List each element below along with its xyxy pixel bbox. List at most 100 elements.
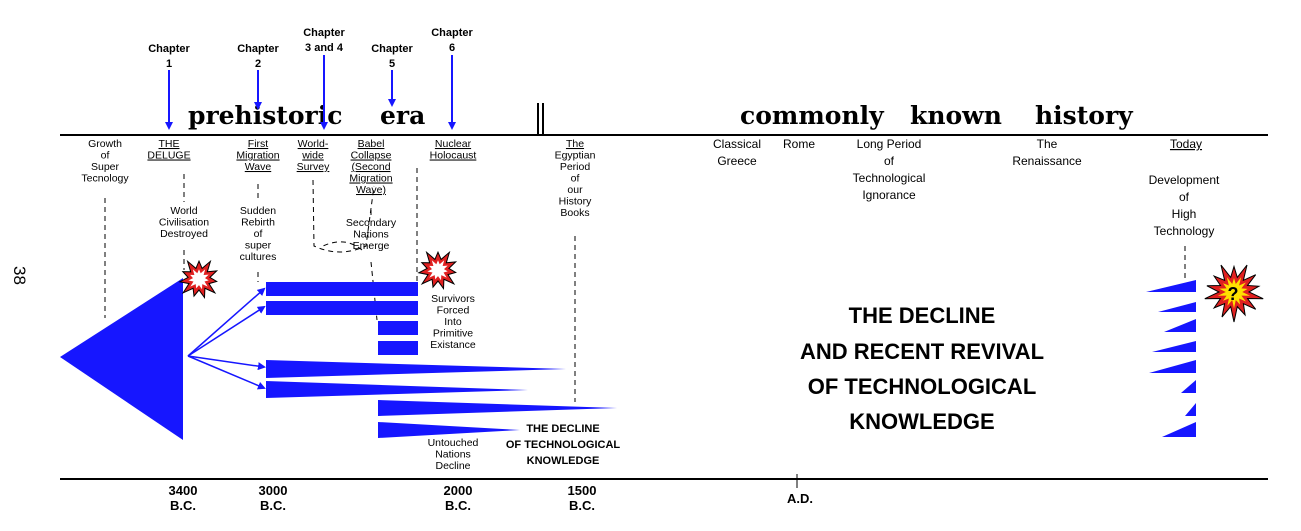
chapter-label: Chapter xyxy=(237,43,279,55)
event-label: Sudden Rebirth of super cultures xyxy=(240,205,277,263)
explosion-icon xyxy=(417,250,458,291)
chapter-label: Chapter xyxy=(431,27,473,39)
event-label-line: our xyxy=(567,184,583,196)
timeline-year: 3000 xyxy=(259,483,288,498)
event-label-line: Untouched xyxy=(428,437,479,449)
event-labels: Growth of Super Tecnology THE DELUGE World Civi… xyxy=(81,137,1220,472)
super-technology-triangle xyxy=(60,278,183,440)
revival-wedge xyxy=(1158,302,1196,312)
chapter-number: 5 xyxy=(389,58,395,70)
event-label-line: Ignorance xyxy=(862,188,916,202)
event-label-line: (Second xyxy=(351,161,390,173)
event-label-line: Collapse xyxy=(351,150,392,162)
event-label-line: wide xyxy=(301,150,324,162)
timeline-era: B.C. xyxy=(445,498,471,513)
event-label-line: cultures xyxy=(240,251,277,263)
question-mark: ? xyxy=(1228,284,1239,304)
event-label-line: Technology xyxy=(1154,224,1215,238)
timeline-era: B.C. xyxy=(569,498,595,513)
event-label-line: First xyxy=(248,138,268,150)
event-label-line: DELUGE xyxy=(147,150,190,162)
event-label: World Civilisation Destroyed xyxy=(159,205,209,240)
event-label: World-wide Survey xyxy=(297,138,330,173)
event-label-line: Sudden xyxy=(240,205,276,217)
event-label-line: Rome xyxy=(783,137,815,151)
event-label-line: Secondary xyxy=(346,217,397,229)
event-label-line: Decline xyxy=(435,460,470,472)
event-label: THE DELUGE xyxy=(147,138,190,162)
event-label: Growth of Super Tecnology xyxy=(81,138,129,185)
chapter-marker-6: Chapter 6 xyxy=(431,27,473,130)
event-label-line: Rebirth xyxy=(241,217,275,229)
event-label-line: Classical xyxy=(713,137,761,151)
event-label-line: World- xyxy=(298,138,329,150)
decline-wedge xyxy=(266,381,528,398)
explosion-icon xyxy=(178,259,219,300)
event-label-line: THE xyxy=(159,138,180,150)
timeline-year: 3400 xyxy=(169,483,198,498)
event-label-line: Books xyxy=(560,207,589,219)
big-title-line: THE DECLINE xyxy=(849,303,996,328)
timeline-year: 1500 xyxy=(568,483,597,498)
event-label-line: Forced xyxy=(437,305,470,317)
event-label-line: of xyxy=(1179,190,1190,204)
timeline-era: B.C. xyxy=(260,498,286,513)
chapter-label: Chapter xyxy=(371,43,413,55)
event-label-line: Period xyxy=(560,161,591,173)
event-label: Classical Greece xyxy=(713,137,761,168)
event-label-line: Emerge xyxy=(353,240,390,252)
decline-wedge xyxy=(266,360,566,378)
migration-arrows xyxy=(187,287,266,390)
event-label-line: High xyxy=(1172,207,1197,221)
chapter-label: Chapter xyxy=(148,43,190,55)
secondary-nation-bar xyxy=(378,341,418,355)
era-word-known: known xyxy=(910,101,1002,130)
event-label-line: of xyxy=(101,150,110,162)
event-label-line: Nations xyxy=(435,449,471,461)
timeline-era: B.C. xyxy=(170,498,196,513)
revival-wedge xyxy=(1162,422,1196,437)
event-label-line: Technological xyxy=(853,171,926,185)
event-label-line: The xyxy=(1037,137,1058,151)
big-title: THE DECLINE AND RECENT REVIVAL OF TECHNO… xyxy=(800,303,1044,434)
event-label-line: Holocaust xyxy=(430,150,477,162)
event-label-line: Existance xyxy=(430,339,476,351)
event-label: Babel Collapse (Second Migration Wave) xyxy=(349,138,392,196)
event-label-line: Babel xyxy=(358,138,385,150)
technology-chart xyxy=(60,278,1196,440)
chapter-number: 2 xyxy=(255,58,261,70)
big-title-line: OF TECHNOLOGICAL xyxy=(808,374,1037,399)
chapter-marker-5: Chapter 5 xyxy=(371,43,413,107)
era-word-era: era xyxy=(380,101,425,130)
small-title-line: THE DECLINE xyxy=(526,423,599,435)
event-label-line: Survey xyxy=(297,161,330,173)
timeline-year: 2000 xyxy=(444,483,473,498)
event-label-line: Greece xyxy=(717,154,757,168)
chapter-label: Chapter xyxy=(303,27,345,39)
small-title-line: KNOWLEDGE xyxy=(527,455,600,467)
event-label-line: Nuclear xyxy=(435,138,472,150)
event-label-line: Renaissance xyxy=(1012,154,1082,168)
event-label-line: Primitive xyxy=(433,328,473,340)
event-label-line: Migration xyxy=(236,150,279,162)
revival-wedge xyxy=(1185,403,1196,416)
chapter-number: 1 xyxy=(166,58,172,70)
secondary-nation-bar xyxy=(378,321,418,335)
event-label: Secondary Nations Emerge xyxy=(346,217,397,252)
event-label-line: Tecnology xyxy=(81,173,129,185)
event-label: First Migration Wave xyxy=(236,138,279,173)
event-label-line: Into xyxy=(444,316,462,328)
event-label: Survivors Forced Into Primitive Existance xyxy=(430,293,476,351)
event-label: The Egyptian Period of our History Books xyxy=(555,138,596,219)
revival-wedge xyxy=(1152,341,1196,352)
era-word-commonly: commonly xyxy=(740,101,885,130)
first-wave-bar xyxy=(266,282,418,296)
chapter-marker-3-4: Chapter 3 and 4 xyxy=(303,27,345,130)
event-label-line: World xyxy=(170,205,197,217)
event-label-line: of xyxy=(254,228,263,240)
event-label-line: Development xyxy=(1149,173,1220,187)
event-label: Long Period of Technological Ignorance xyxy=(853,137,926,202)
event-label-line: Migration xyxy=(349,173,392,185)
small-title-line: OF TECHNOLOGICAL xyxy=(506,439,621,451)
